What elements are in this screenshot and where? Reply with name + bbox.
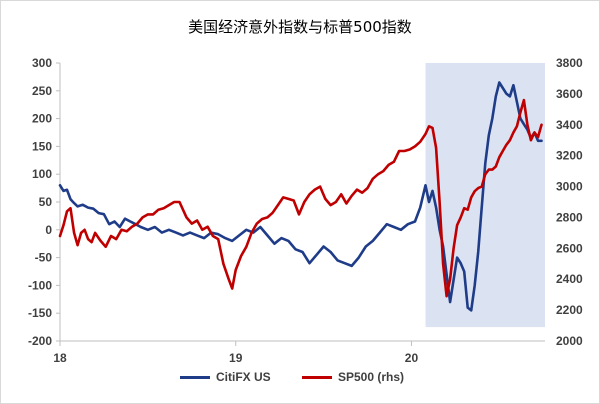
- series-line-citifx-us: [58, 81, 543, 312]
- y-right-tick-label: 3800: [556, 56, 583, 70]
- y-right-tick-label: 2800: [556, 210, 583, 224]
- legend-label-sp500: SP500 (rhs): [338, 370, 405, 384]
- y-right-tick-label: 2000: [556, 334, 583, 348]
- legend-swatch-citifx: [180, 375, 210, 379]
- y-left-tick-label: 250: [32, 84, 52, 98]
- chart-legend: CitiFX US SP500 (rhs): [0, 370, 600, 390]
- series-line-sp500: [58, 98, 543, 298]
- x-tick-label: 20: [405, 351, 419, 365]
- y-right-tick-label: 2400: [556, 272, 583, 286]
- y-left-tick-label: 100: [32, 167, 52, 181]
- y-left-tick-label: -200: [28, 334, 52, 348]
- legend-swatch-sp500: [302, 375, 332, 379]
- y-right-tick-label: 3000: [556, 180, 583, 194]
- legend-label-citifx: CitiFX US: [216, 370, 271, 384]
- y-right-tick-label: 3400: [556, 118, 583, 132]
- y-left-tick-label: 150: [32, 139, 52, 153]
- y-left-tick-label: -100: [28, 278, 52, 292]
- y-right-tick-label: 2600: [556, 241, 583, 255]
- y-left-tick-label: 0: [45, 223, 52, 237]
- y-right-tick-label: 2200: [556, 303, 583, 317]
- chart-title: 美国经济意外指数与标普500指数: [188, 18, 412, 36]
- y-left-tick-label: -150: [28, 306, 52, 320]
- legend-item-sp500: SP500 (rhs): [302, 370, 404, 384]
- y-left-tick-label: 50: [39, 195, 53, 209]
- x-tick-label: 19: [229, 351, 243, 365]
- shaded-region: [425, 63, 545, 328]
- y-left-tick-label: -50: [35, 251, 53, 265]
- legend-item-citifx: CitiFX US: [180, 370, 271, 384]
- y-right-tick-label: 3600: [556, 87, 583, 101]
- x-tick-label: 18: [53, 351, 67, 365]
- y-left-tick-label: 200: [32, 112, 52, 126]
- y-right-tick-label: 3200: [556, 149, 583, 163]
- y-left-tick-label: 300: [32, 56, 52, 70]
